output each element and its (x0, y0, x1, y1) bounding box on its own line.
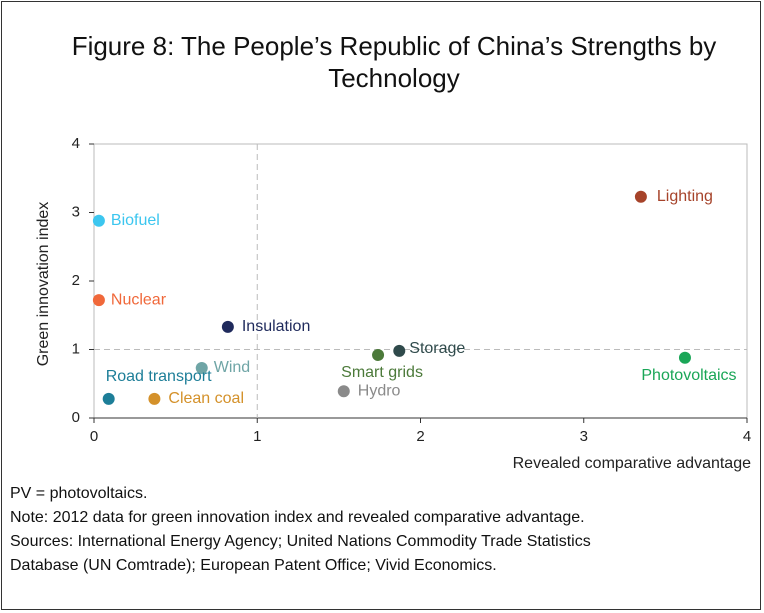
point-label: Road transport (106, 368, 212, 385)
x-tick-label: 0 (90, 428, 98, 445)
point-label: Storage (409, 340, 465, 357)
point-label: Wind (214, 359, 250, 376)
x-tick-label: 1 (253, 428, 261, 445)
point-label: Lighting (657, 188, 713, 205)
x-tick-label: 4 (743, 428, 751, 445)
point (678, 351, 691, 364)
y-tick-label: 4 (72, 135, 80, 152)
point-label: Insulation (242, 318, 310, 335)
x-axis-label: Revealed comparative advantage (513, 455, 751, 472)
y-axis-label: Green innovation index (35, 202, 52, 367)
point (221, 320, 234, 333)
point-label: Biofuel (111, 212, 160, 229)
point (195, 361, 208, 374)
note: PV = photovoltaics. (10, 485, 147, 502)
point (393, 344, 406, 357)
y-tick-label: 1 (72, 340, 80, 357)
point (102, 392, 115, 405)
point-label: Hydro (358, 383, 401, 400)
y-tick-label: 0 (72, 409, 80, 426)
y-tick-label: 3 (72, 203, 80, 220)
point-label: Nuclear (111, 291, 167, 308)
point (372, 348, 385, 361)
note: Sources: International Energy Agency; Un… (10, 533, 591, 550)
point (92, 294, 105, 307)
y-tick-label: 2 (72, 272, 80, 289)
x-tick-label: 2 (416, 428, 424, 445)
point (92, 214, 105, 227)
point-label: Smart grids (341, 364, 423, 381)
point-label: Clean coal (168, 390, 244, 407)
note: Note: 2012 data for green innovation ind… (10, 509, 585, 526)
point (148, 392, 161, 405)
point (337, 385, 350, 398)
note: Database (UN Comtrade); European Patent … (10, 557, 497, 574)
x-tick-label: 3 (580, 428, 588, 445)
chart-title: Figure 8: The People’s Republic of China… (72, 31, 717, 93)
point (634, 190, 647, 203)
point-label: Photovoltaics (641, 367, 736, 384)
